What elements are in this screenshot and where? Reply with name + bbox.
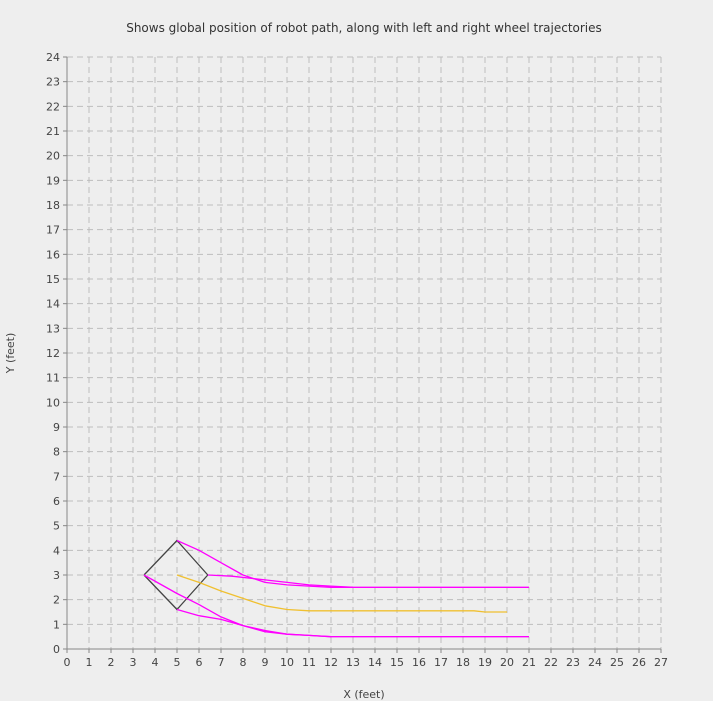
x-tick-label: 15 xyxy=(390,656,404,669)
y-tick-label: 19 xyxy=(46,174,60,187)
x-tick-label: 21 xyxy=(522,656,536,669)
x-tick-label: 4 xyxy=(152,656,159,669)
series-line-4 xyxy=(143,574,529,638)
x-tick-label: 22 xyxy=(544,656,558,669)
y-tick-label: 9 xyxy=(53,421,60,434)
y-tick-label: 24 xyxy=(46,51,60,64)
y-tick-label: 5 xyxy=(53,520,60,533)
x-tick-label: 23 xyxy=(566,656,580,669)
x-tick-label: 18 xyxy=(456,656,470,669)
series-line-2 xyxy=(176,539,529,588)
chart-title: Shows global position of robot path, alo… xyxy=(126,21,602,35)
y-tick-label: 2 xyxy=(53,594,60,607)
y-tick-label: 17 xyxy=(46,224,60,237)
x-tick-label: 5 xyxy=(174,656,181,669)
x-tick-label: 24 xyxy=(588,656,602,669)
y-tick-label: 13 xyxy=(46,322,60,335)
x-tick-label: 1 xyxy=(86,656,93,669)
y-tick-label: 12 xyxy=(46,347,60,360)
x-tick-label: 7 xyxy=(218,656,225,669)
x-tick-label: 2 xyxy=(108,656,115,669)
y-tick-label: 22 xyxy=(46,100,60,113)
x-axis-label: X (feet) xyxy=(343,688,384,701)
x-tick-label: 8 xyxy=(240,656,247,669)
y-tick-label: 1 xyxy=(53,618,60,631)
y-tick-label: 4 xyxy=(53,544,60,557)
x-tick-label: 12 xyxy=(324,656,338,669)
x-tick-label: 16 xyxy=(412,656,426,669)
y-tick-label: 0 xyxy=(53,643,60,656)
x-tick-label: 13 xyxy=(346,656,360,669)
y-tick-label: 14 xyxy=(46,298,60,311)
series-line-1 xyxy=(176,574,507,613)
x-tick-label: 26 xyxy=(632,656,646,669)
axes xyxy=(63,56,662,653)
x-tick-label: 19 xyxy=(478,656,492,669)
grid xyxy=(66,56,662,650)
x-tick-label: 6 xyxy=(196,656,203,669)
x-tick-label: 14 xyxy=(368,656,382,669)
y-tick-label: 10 xyxy=(46,396,60,409)
series-line-5 xyxy=(176,608,332,638)
x-tick-label: 27 xyxy=(654,656,668,669)
x-tick-label: 20 xyxy=(500,656,514,669)
y-tick-label: 8 xyxy=(53,446,60,459)
y-tick-label: 20 xyxy=(46,150,60,163)
x-tick-label: 25 xyxy=(610,656,624,669)
y-tick-label: 6 xyxy=(53,495,60,508)
x-tick-label: 0 xyxy=(64,656,71,669)
x-tick-label: 10 xyxy=(280,656,294,669)
x-tick-label: 3 xyxy=(130,656,137,669)
x-tick-label: 17 xyxy=(434,656,448,669)
y-tick-label: 7 xyxy=(53,470,60,483)
y-tick-label: 18 xyxy=(46,199,60,212)
y-tick-label: 11 xyxy=(46,372,60,385)
series-line-3 xyxy=(207,574,354,588)
y-axis-label: Y (feet) xyxy=(4,333,17,375)
y-tick-label: 16 xyxy=(46,248,60,261)
y-tick-label: 15 xyxy=(46,273,60,286)
x-tick-label: 9 xyxy=(262,656,269,669)
plot-series xyxy=(143,539,529,638)
y-tick-label: 23 xyxy=(46,76,60,89)
y-tick-label: 3 xyxy=(53,569,60,582)
tick-labels: 0 1 2 3 4 5 6 7 8 9 10 11 12 13 14 15 16 17 18 19 20 21 22 23 24… xyxy=(46,51,668,669)
x-tick-label: 11 xyxy=(302,656,316,669)
y-tick-label: 21 xyxy=(46,125,60,138)
